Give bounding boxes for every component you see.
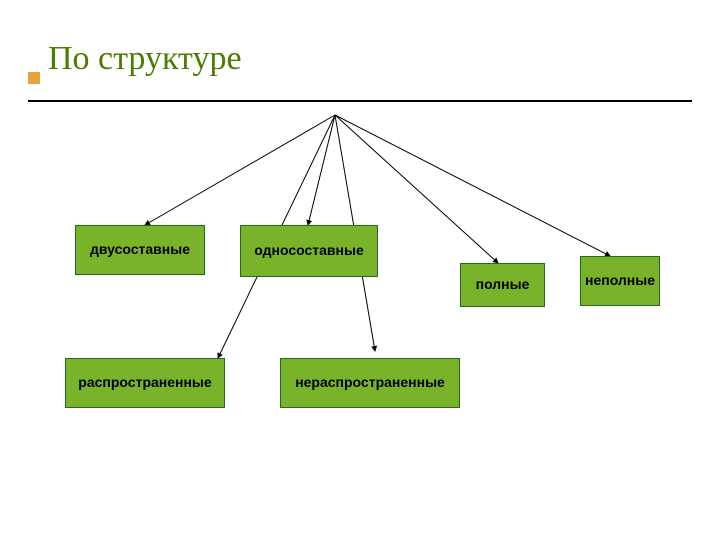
node-label: односоставные [254,243,363,258]
node-n1: двусоставные [75,225,205,275]
title-underline [28,100,692,102]
node-n6: нераспространенные [280,358,460,408]
connector-line [145,115,335,225]
node-label: двусоставные [90,242,190,257]
slide-title: По структуре [48,40,242,78]
node-label: полные [476,277,530,292]
diagram-stage: По структуре двусоставные односоставные по… [0,0,720,540]
node-label: распространенные [78,375,211,390]
node-n3: полные [460,263,545,307]
node-n4: неполные [580,256,660,306]
connector-line [308,115,335,225]
node-n5: распространенные [65,358,225,408]
bullet-square [28,72,40,84]
node-n2: односоставные [240,225,378,277]
node-label: нераспространенные [295,375,445,390]
node-label: неполные [585,273,655,288]
